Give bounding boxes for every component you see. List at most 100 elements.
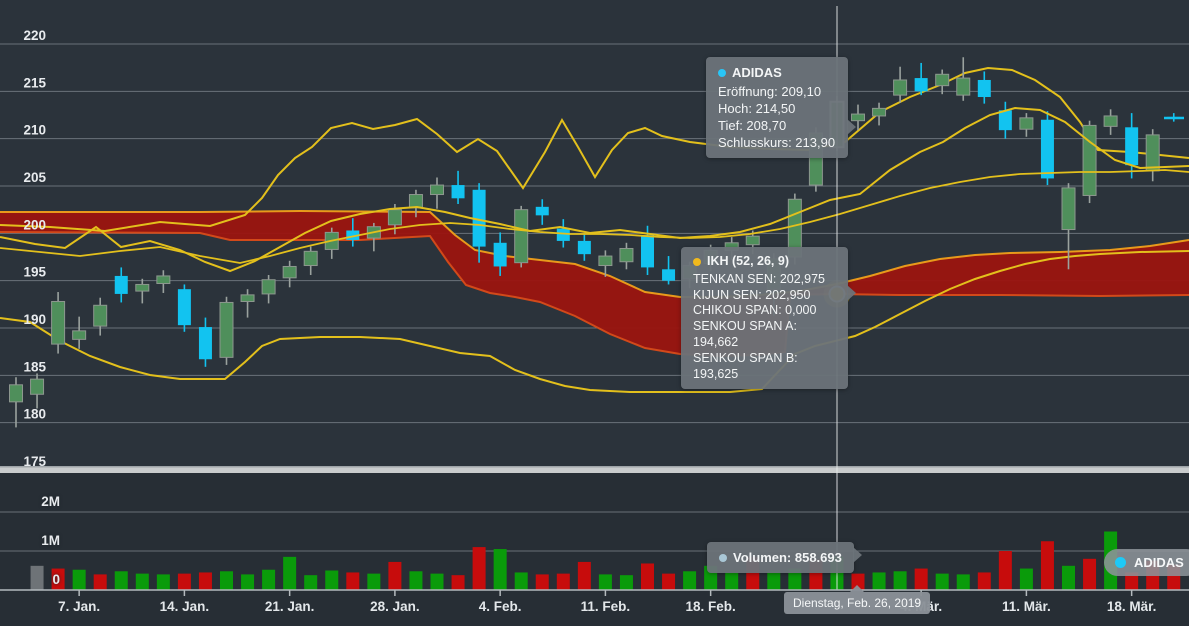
volume-bar[interactable]	[262, 569, 276, 590]
candle[interactable]	[535, 206, 549, 216]
candle[interactable]	[346, 230, 360, 240]
volume-bar[interactable]	[1125, 572, 1139, 590]
candle[interactable]	[177, 289, 191, 326]
candle[interactable]	[240, 294, 255, 302]
candle[interactable]	[198, 327, 212, 360]
volume-bar[interactable]	[1083, 558, 1097, 590]
volume-bar[interactable]	[241, 574, 255, 590]
volume-bar[interactable]	[72, 569, 86, 590]
candle[interactable]	[51, 300, 66, 345]
candle[interactable]	[1145, 134, 1160, 172]
series-legend[interactable]: ADIDAS	[1104, 549, 1189, 576]
candle[interactable]	[408, 194, 423, 209]
volume-bar[interactable]	[872, 572, 886, 590]
volume-bar[interactable]	[220, 571, 233, 590]
candle[interactable]	[93, 304, 108, 327]
candle[interactable]	[1019, 117, 1034, 130]
volume-bar[interactable]	[367, 573, 381, 590]
candle[interactable]	[598, 255, 613, 267]
volume-bar[interactable]	[493, 549, 507, 590]
candle[interactable]	[851, 113, 865, 122]
candle[interactable]	[1125, 127, 1139, 166]
candle[interactable]	[30, 378, 45, 395]
volume-bar[interactable]	[177, 573, 191, 590]
ichimoku-cloud	[0, 211, 1189, 356]
upper-band-line	[0, 66, 1189, 233]
candle[interactable]	[261, 279, 276, 295]
candle[interactable]	[745, 235, 760, 246]
volume-bar[interactable]	[577, 561, 591, 590]
volume-bar[interactable]	[1040, 541, 1054, 590]
volume-bar[interactable]	[283, 556, 297, 590]
candle[interactable]	[914, 78, 928, 92]
volume-bar[interactable]	[1062, 565, 1075, 590]
candle[interactable]	[556, 228, 570, 241]
candle[interactable]	[1061, 187, 1076, 231]
volume-bar[interactable]	[1019, 568, 1033, 590]
candle[interactable]	[282, 265, 297, 279]
candle[interactable]	[956, 77, 971, 96]
candle[interactable]	[935, 73, 950, 87]
candle[interactable]	[514, 209, 529, 264]
volume-bar[interactable]	[388, 561, 402, 590]
volume-bar[interactable]	[93, 574, 107, 590]
candle[interactable]	[219, 301, 234, 358]
candle[interactable]	[472, 189, 486, 247]
candle[interactable]	[1040, 119, 1054, 179]
volume-bar[interactable]	[998, 551, 1012, 590]
candle[interactable]	[156, 275, 171, 285]
volume-bar[interactable]	[514, 572, 528, 590]
volume-bar[interactable]	[935, 573, 949, 590]
candle[interactable]	[662, 269, 676, 281]
volume-bar[interactable]	[135, 573, 149, 590]
candle[interactable]	[135, 283, 150, 292]
volume-bar[interactable]	[725, 572, 739, 590]
candle[interactable]	[451, 185, 465, 199]
pane-separator[interactable]	[0, 466, 1189, 473]
volume-bar[interactable]	[535, 574, 549, 590]
volume-bar[interactable]	[304, 575, 318, 590]
volume-bar[interactable]	[430, 573, 444, 590]
volume-bar[interactable]	[346, 572, 360, 590]
volume-bar[interactable]	[683, 571, 697, 590]
candle[interactable]	[893, 79, 908, 96]
volume-bar[interactable]	[893, 571, 907, 590]
volume-bar[interactable]	[451, 575, 465, 590]
price-axis-label: 195	[23, 265, 46, 280]
candle[interactable]	[303, 250, 318, 267]
candle[interactable]	[430, 184, 444, 196]
volume-bar[interactable]	[641, 563, 654, 590]
candle[interactable]	[641, 235, 654, 268]
volume-bar[interactable]	[409, 571, 423, 590]
candle[interactable]	[872, 107, 887, 117]
volume-bar[interactable]	[30, 565, 44, 590]
volume-bar[interactable]	[662, 573, 676, 590]
volume-bar[interactable]	[914, 568, 928, 590]
volume-bar[interactable]	[114, 571, 128, 590]
volume-bar[interactable]	[956, 574, 970, 590]
volume-bar[interactable]	[619, 575, 633, 590]
candle[interactable]	[998, 110, 1012, 131]
volume-bar[interactable]	[198, 572, 212, 590]
volume-bar[interactable]	[767, 570, 781, 591]
candle[interactable]	[114, 275, 128, 294]
volume-bar[interactable]	[977, 572, 991, 590]
volume-bar[interactable]	[598, 574, 612, 590]
tooltip-row-volume: Volumen: 858.693	[733, 550, 842, 565]
volume-bar[interactable]	[51, 568, 65, 590]
candle[interactable]	[493, 242, 507, 267]
candle[interactable]	[977, 79, 991, 98]
candle[interactable]	[387, 209, 402, 226]
candle[interactable]	[619, 247, 634, 263]
volume-bar[interactable]	[788, 568, 802, 590]
candle[interactable]	[1082, 124, 1097, 196]
volume-bar[interactable]	[325, 570, 339, 591]
candle[interactable]	[577, 240, 591, 255]
candle[interactable]	[1103, 115, 1118, 127]
candle[interactable]	[72, 330, 87, 340]
volume-bar[interactable]	[556, 573, 570, 590]
volume-bar[interactable]	[156, 574, 170, 590]
volume-bar[interactable]	[472, 547, 486, 590]
candle[interactable]	[9, 384, 23, 403]
